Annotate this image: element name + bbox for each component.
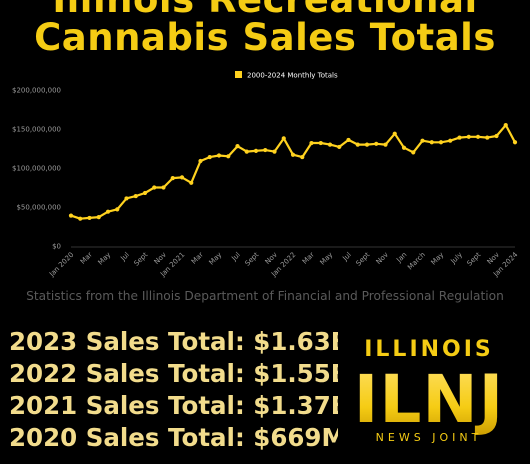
series-layer: [68, 123, 518, 221]
data-point: [392, 131, 397, 136]
data-point: [300, 154, 305, 160]
x-tick-label: Sept: [132, 251, 149, 268]
y-tick-label: $200,000,000: [12, 87, 61, 95]
chart-legend: 2000-2024 Monthly Totals: [235, 71, 338, 80]
data-point: [105, 209, 111, 214]
data-point: [235, 144, 240, 149]
x-tick-label: Mar: [301, 251, 316, 266]
data-point: [429, 140, 434, 145]
data-point: [309, 140, 314, 146]
source-note: Statistics from the Illinois Department …: [26, 289, 504, 303]
legend-swatch: [235, 71, 242, 78]
data-point: [503, 123, 508, 128]
y-tick-label: $50,000,000: [16, 204, 61, 212]
data-point: [226, 154, 231, 159]
data-point: [115, 207, 120, 212]
data-point: [133, 193, 138, 199]
legend-label: 2000-2024 Monthly Totals: [247, 72, 338, 80]
x-tick-label: May: [319, 251, 335, 267]
chart-title-line2: Cannabis Sales Totals: [34, 16, 496, 59]
data-point: [290, 152, 296, 157]
sales-line-chart: 2000-2024 Monthly Totals $0 $50,000,000 $1…: [12, 71, 520, 279]
x-tick-label: May: [430, 251, 446, 267]
x-tick-label: Sept: [243, 251, 260, 268]
chart-title-line1: Illinois Recreational: [0, 0, 530, 21]
data-point: [87, 215, 92, 221]
data-point: [383, 142, 388, 147]
data-point: [411, 150, 416, 155]
logo-big-text: ILNJ: [354, 361, 504, 438]
annual-totals: 2023 Sales Total: $1.63B 2022 Sales Tota…: [9, 326, 349, 454]
logo-mark: ILLINOIS ILNJ NEWS JOINT: [354, 337, 504, 444]
y-tick-label: $100,000,000: [12, 165, 61, 173]
x-tick-label: Nov: [264, 251, 279, 266]
data-point: [401, 145, 407, 150]
data-point: [327, 142, 333, 147]
data-point: [179, 175, 185, 180]
x-tick-label: Nov: [375, 251, 390, 266]
data-point: [68, 213, 74, 218]
x-tick-label: Jan 2020: [47, 251, 75, 279]
data-point: [494, 133, 499, 139]
x-tick-label: Mar: [190, 251, 205, 266]
data-point: [142, 190, 148, 196]
y-tick-label: $0: [52, 243, 61, 251]
data-point: [281, 136, 286, 141]
data-point: [198, 158, 203, 164]
x-tick-label: July: [449, 251, 464, 266]
series-line: [70, 123, 516, 220]
data-point: [161, 185, 166, 190]
data-point: [318, 140, 323, 146]
data-point: [189, 180, 194, 185]
x-tick-label: Jan: [394, 251, 408, 265]
data-point: [466, 134, 471, 139]
data-point: [216, 153, 222, 158]
data-point: [272, 149, 277, 154]
data-point: [170, 176, 175, 181]
x-tick-label: Sept: [465, 251, 482, 268]
data-point: [152, 185, 157, 190]
data-point: [485, 135, 490, 140]
total-2020: 2020 Sales Total: $669M: [9, 423, 346, 452]
total-2021: 2021 Sales Total: $1.37B: [9, 391, 350, 420]
data-point: [355, 142, 360, 147]
data-point: [374, 141, 379, 146]
x-tick-label: March: [406, 251, 427, 272]
x-tick-label: Mar: [79, 251, 94, 266]
data-point: [346, 137, 351, 143]
x-tick-label: Jul: [119, 251, 131, 263]
data-point: [448, 138, 453, 143]
data-point: [78, 216, 83, 221]
data-point: [512, 140, 518, 145]
data-point: [253, 148, 259, 153]
x-tick-label: Nov: [153, 251, 168, 266]
logo-top-text: ILLINOIS: [364, 337, 494, 362]
data-point: [337, 144, 342, 150]
y-axis: $0 $50,000,000 $100,000,000 $150,000,000 $20…: [12, 87, 61, 251]
data-point: [207, 154, 212, 160]
total-2023: 2023 Sales Total: $1.63B: [9, 327, 350, 356]
x-tick-label: Sept: [354, 251, 371, 268]
data-point: [420, 138, 425, 143]
x-tick-label: May: [208, 251, 224, 267]
data-point: [364, 142, 370, 147]
data-point: [96, 215, 101, 220]
x-tick-label: Jul: [230, 251, 242, 263]
logo-bottom-text: NEWS JOINT: [376, 431, 483, 444]
data-point: [263, 147, 268, 153]
illinois-news-joint-logo: ILLINOIS ILNJ NEWS JOINT: [338, 330, 520, 460]
y-tick-label: $150,000,000: [12, 126, 61, 134]
data-point: [457, 135, 462, 140]
x-tick-label: Jul: [341, 251, 353, 263]
data-point: [124, 196, 129, 201]
data-point: [475, 134, 481, 139]
x-tick-label: May: [97, 251, 113, 267]
total-2022: 2022 Sales Total: $1.55B: [9, 359, 350, 388]
data-point: [244, 149, 249, 154]
x-tick-label: Nov: [486, 251, 501, 266]
data-point: [438, 140, 444, 145]
